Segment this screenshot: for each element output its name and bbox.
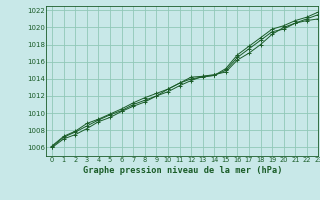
X-axis label: Graphe pression niveau de la mer (hPa): Graphe pression niveau de la mer (hPa) (83, 166, 282, 175)
